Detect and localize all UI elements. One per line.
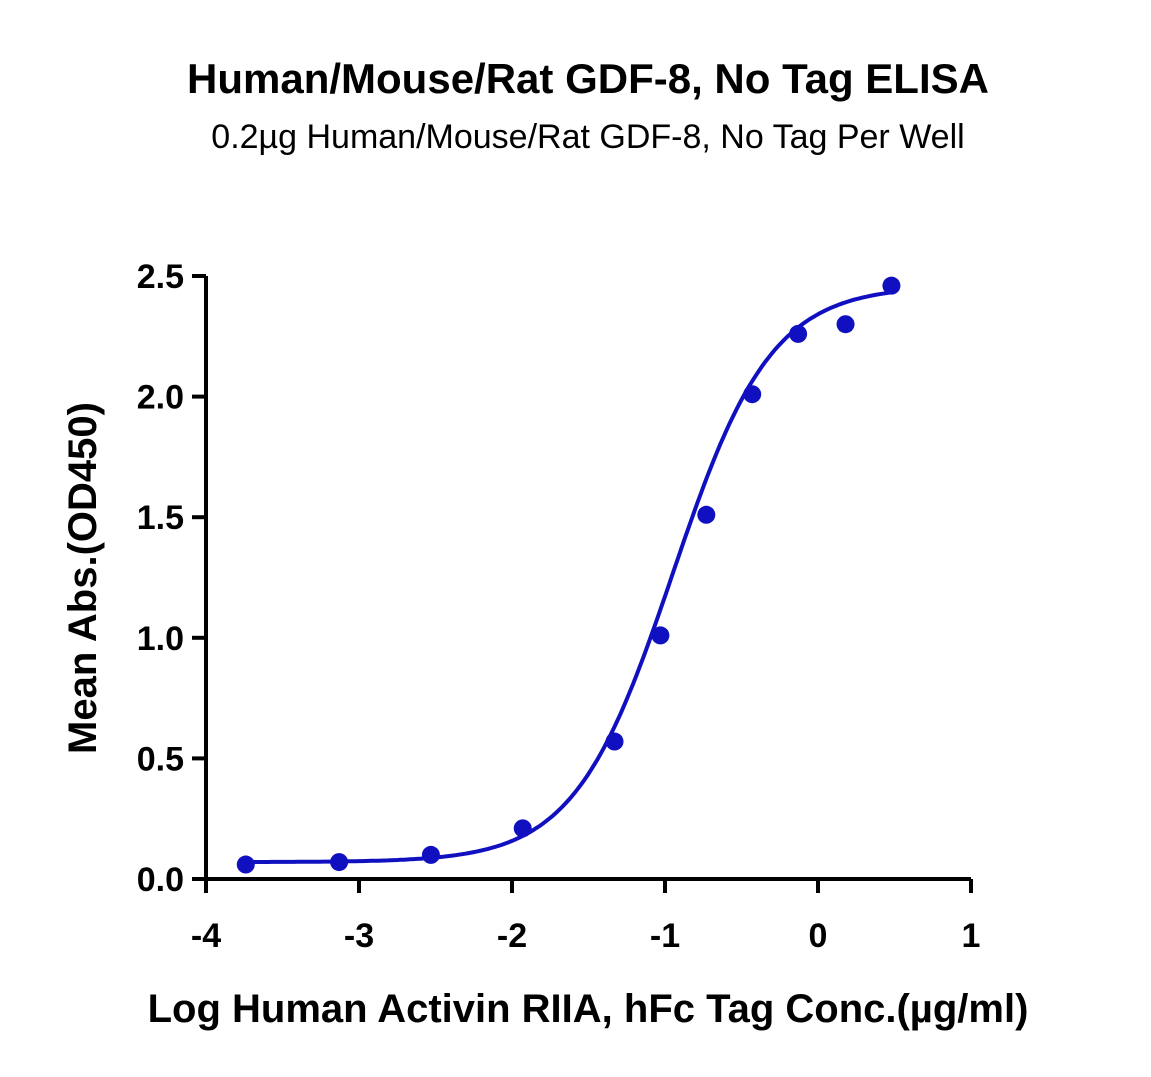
data-point (836, 315, 855, 334)
x-tick-label: -2 (497, 917, 527, 955)
axes (204, 276, 971, 881)
data-point (513, 819, 532, 838)
data-point (743, 385, 762, 404)
y-ticks: 0.0 0.5 1.0 1.5 2.0 2.5 (137, 258, 206, 899)
x-tick-label: 1 (962, 917, 981, 955)
data-point (697, 505, 716, 524)
data-point (236, 855, 255, 874)
chart-title: Human/Mouse/Rat GDF-8, No Tag ELISA (187, 55, 989, 102)
data-point (651, 626, 670, 645)
y-tick-label: 1.5 (137, 499, 184, 537)
data-point (789, 324, 808, 343)
y-tick-label: 2.5 (137, 258, 184, 296)
x-tick-label: 0 (809, 917, 828, 955)
y-tick-label: 0.0 (137, 861, 184, 899)
data-point (421, 845, 440, 864)
y-tick-label: 2.0 (137, 379, 184, 417)
data-point (330, 853, 349, 872)
x-tick-label: -1 (650, 917, 680, 955)
data-point (605, 732, 624, 751)
x-ticks: -4 -3 -2 -1 0 1 (191, 879, 981, 955)
data-points (236, 276, 901, 874)
x-axis-label: Log Human Activin RIIA, hFc Tag Conc.(µg… (148, 987, 1029, 1031)
y-axis-label: Mean Abs.(OD450) (61, 402, 105, 754)
fit-curve (245, 290, 892, 864)
data-point (882, 276, 901, 295)
x-tick-label: -4 (191, 917, 221, 955)
y-tick-label: 1.0 (137, 620, 184, 658)
x-tick-label: -3 (344, 917, 374, 955)
chart-subtitle: 0.2µg Human/Mouse/Rat GDF-8, No Tag Per … (211, 118, 964, 156)
y-tick-label: 0.5 (137, 740, 184, 778)
